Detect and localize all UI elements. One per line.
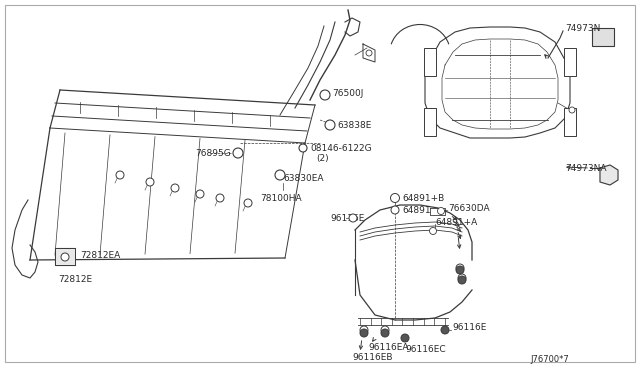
Text: B: B	[301, 145, 305, 151]
Circle shape	[275, 170, 285, 180]
Circle shape	[456, 266, 464, 274]
Circle shape	[569, 107, 575, 113]
Text: 96116EA: 96116EA	[368, 343, 408, 353]
Bar	[592, 28, 614, 46]
Text: 72812EA: 72812EA	[80, 250, 120, 260]
Circle shape	[325, 120, 335, 130]
Circle shape	[349, 214, 357, 222]
Text: 74973NA: 74973NA	[565, 164, 607, 173]
Circle shape	[360, 326, 368, 334]
Circle shape	[171, 184, 179, 192]
Circle shape	[401, 334, 409, 342]
Text: 96116EB: 96116EB	[352, 353, 392, 362]
Bar	[424, 108, 436, 136]
Text: 96116E: 96116E	[330, 214, 364, 222]
Circle shape	[146, 178, 154, 186]
Circle shape	[320, 90, 330, 100]
Circle shape	[391, 206, 399, 214]
Circle shape	[429, 228, 436, 234]
Text: 78100HA: 78100HA	[260, 193, 301, 202]
Bar	[424, 48, 436, 76]
Text: 76630DA: 76630DA	[448, 203, 490, 212]
Circle shape	[116, 171, 124, 179]
Text: (2): (2)	[316, 154, 328, 163]
Text: 63838E: 63838E	[337, 121, 371, 129]
Text: 08146-6122G: 08146-6122G	[310, 144, 372, 153]
Text: 64891: 64891	[402, 205, 431, 215]
Text: J76700*7: J76700*7	[530, 356, 569, 365]
Text: 96116E: 96116E	[452, 324, 486, 333]
Circle shape	[438, 208, 445, 215]
Text: 74973N: 74973N	[565, 23, 600, 32]
Circle shape	[456, 264, 464, 272]
Circle shape	[381, 329, 389, 337]
Circle shape	[390, 193, 399, 202]
Text: 76500J: 76500J	[332, 89, 364, 97]
Circle shape	[233, 148, 243, 158]
Circle shape	[299, 144, 307, 152]
Text: 72812E: 72812E	[58, 276, 92, 285]
Circle shape	[216, 194, 224, 202]
Circle shape	[458, 276, 466, 284]
Text: 64891+A: 64891+A	[435, 218, 477, 227]
Circle shape	[244, 199, 252, 207]
Text: 64891+B: 64891+B	[402, 193, 444, 202]
Bar	[564, 108, 576, 136]
Polygon shape	[600, 165, 618, 185]
Circle shape	[458, 274, 466, 282]
Circle shape	[441, 326, 449, 334]
Circle shape	[61, 253, 69, 261]
Text: 96116EC: 96116EC	[405, 346, 445, 355]
Bar	[564, 48, 576, 76]
Text: 63830EA: 63830EA	[283, 173, 323, 183]
Text: 76895G: 76895G	[195, 148, 231, 157]
Circle shape	[196, 190, 204, 198]
Circle shape	[360, 329, 368, 337]
Circle shape	[366, 50, 372, 56]
Circle shape	[381, 326, 389, 334]
Bar	[55, 248, 75, 265]
